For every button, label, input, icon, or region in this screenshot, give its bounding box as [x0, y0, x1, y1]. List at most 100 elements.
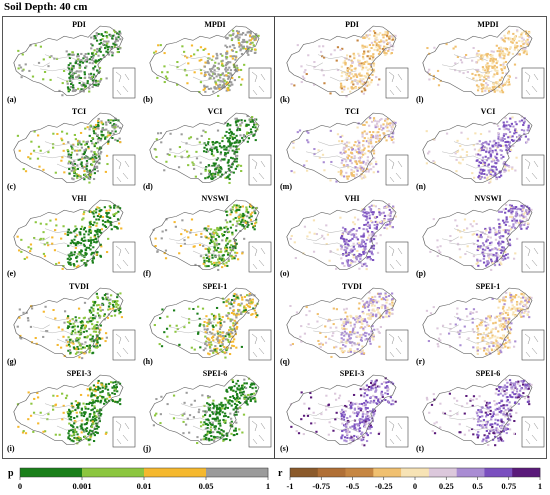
map-cell — [363, 36, 366, 39]
map-cell — [344, 228, 347, 231]
map-cell — [94, 330, 98, 333]
map-cell — [87, 345, 91, 348]
map-cell — [500, 149, 504, 152]
map-cell — [228, 141, 231, 144]
map-cell — [232, 29, 235, 32]
map-cell — [99, 391, 102, 394]
map-cell — [459, 256, 462, 259]
map-cell — [226, 434, 229, 437]
map-cell — [42, 252, 46, 255]
map-cell — [87, 407, 90, 410]
map-cell — [526, 34, 529, 37]
map-cell — [508, 238, 512, 241]
map-cell — [203, 85, 206, 88]
map-cell — [108, 399, 111, 402]
map-cell — [362, 66, 365, 69]
map-cells — [17, 29, 122, 97]
map-cell — [356, 79, 359, 82]
map-cell — [71, 330, 74, 333]
map-cell — [98, 412, 101, 415]
map-cell — [31, 75, 35, 78]
map-cell — [219, 247, 222, 250]
map-cell — [97, 121, 100, 124]
map-cell — [255, 390, 258, 393]
map-cell — [341, 159, 344, 162]
map-cell — [238, 36, 241, 39]
map-cell — [490, 268, 493, 271]
map-cell — [300, 65, 303, 68]
map-cell — [210, 349, 213, 352]
map-cell — [77, 87, 80, 90]
map-cell — [495, 162, 498, 165]
map-cell — [226, 122, 230, 125]
map-cell — [239, 134, 242, 137]
map-cell — [370, 134, 373, 137]
map-cell — [353, 155, 356, 158]
map-cell — [240, 387, 244, 390]
south-china-sea-inset — [112, 241, 136, 273]
map-cell — [477, 68, 480, 71]
map-cell — [382, 41, 386, 44]
map-cell — [100, 303, 103, 306]
map-cell — [84, 127, 87, 130]
map-cell — [227, 81, 230, 84]
panel-index-name: PDI — [345, 20, 359, 29]
map-cell — [94, 390, 97, 393]
map-cell — [488, 226, 491, 229]
map-cell — [106, 48, 110, 51]
map-cell — [18, 64, 21, 67]
map-cell — [110, 45, 113, 48]
map-cell — [66, 231, 69, 234]
map-cell — [362, 352, 366, 355]
map-cell — [204, 331, 207, 334]
map-cell — [154, 148, 157, 151]
map-cell — [66, 80, 69, 83]
map-cell — [111, 51, 115, 54]
map-cell — [518, 215, 522, 218]
map-cell — [492, 170, 495, 173]
map-cell — [249, 42, 253, 45]
map-cell — [456, 56, 460, 59]
map-panel-d: VCI(d) — [143, 107, 272, 191]
map-cell — [114, 117, 117, 120]
map-cell — [91, 408, 94, 411]
map-cell — [75, 319, 78, 322]
map-cell — [464, 53, 468, 56]
map-cell — [67, 432, 70, 435]
map-cell — [93, 415, 97, 418]
map-cell — [503, 54, 506, 57]
map-cell — [350, 250, 353, 253]
map-cell — [63, 310, 67, 313]
map-cell — [496, 256, 499, 259]
map-cell — [482, 80, 485, 83]
map-cell — [229, 156, 233, 159]
map-cell — [253, 309, 256, 312]
map-cell — [511, 52, 515, 55]
map-cell — [213, 246, 216, 249]
map-cell — [208, 331, 212, 334]
map-cell — [202, 423, 205, 426]
map-cell — [205, 148, 209, 151]
map-cell — [349, 72, 352, 75]
panel-index-name: MPDI — [477, 20, 498, 29]
map-cell — [367, 317, 370, 320]
map-cell — [93, 301, 96, 304]
map-cell — [359, 255, 362, 258]
map-cell — [225, 246, 229, 249]
map-cell — [253, 133, 256, 136]
map-cell — [39, 149, 42, 152]
map-cell — [84, 407, 87, 410]
map-cell — [100, 130, 103, 133]
map-cell — [361, 245, 364, 248]
map-cell — [225, 148, 228, 151]
map-cell — [487, 157, 490, 160]
map-cell — [250, 205, 253, 208]
map-cell — [89, 419, 93, 422]
map-cell — [88, 177, 91, 180]
map-cell — [89, 386, 92, 389]
map-cell — [30, 402, 33, 405]
map-cell — [369, 65, 373, 68]
map-cell — [99, 399, 103, 402]
map-cell — [226, 214, 229, 217]
map-cell — [116, 300, 119, 303]
